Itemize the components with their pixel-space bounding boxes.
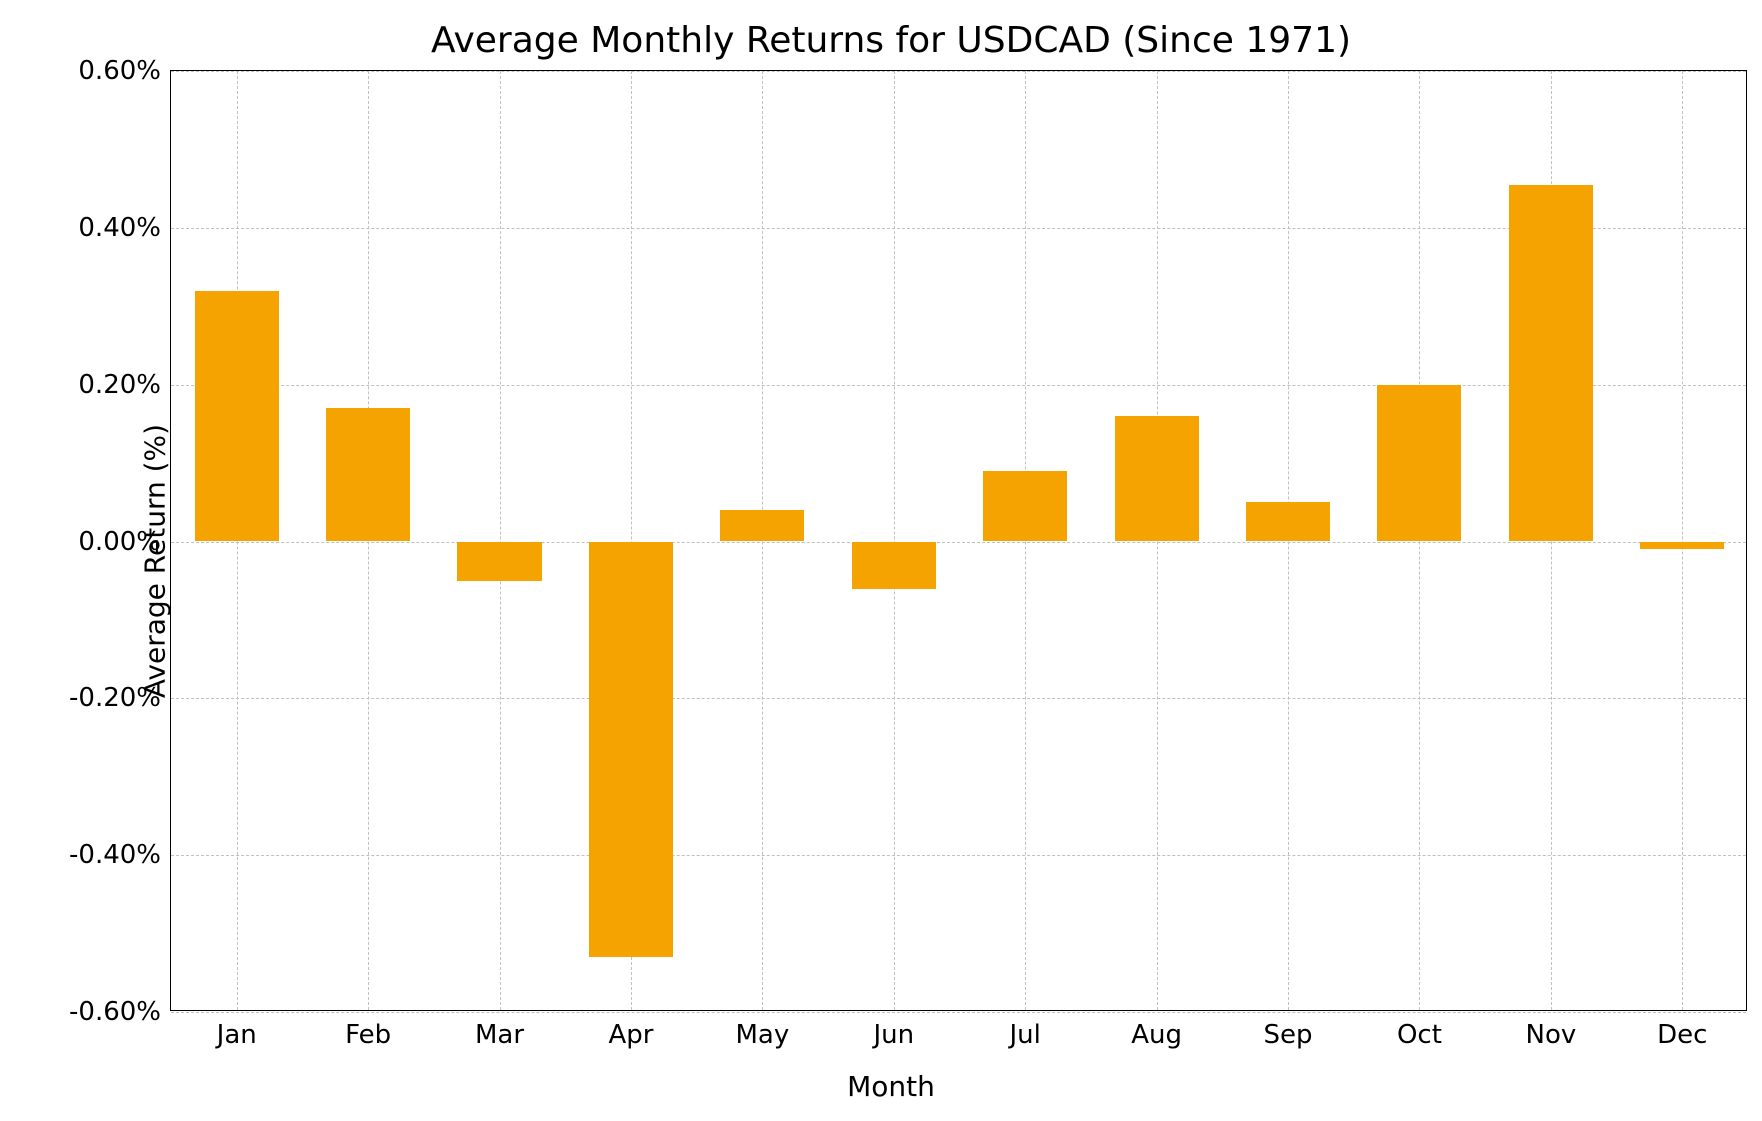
x-axis-label: Month	[10, 1070, 1762, 1103]
y-tick-label: -0.60%	[69, 997, 171, 1027]
bar	[852, 542, 936, 589]
bar	[1115, 416, 1199, 541]
grid-line-horizontal	[171, 855, 1746, 856]
bar	[983, 471, 1067, 542]
x-tick-label: Mar	[475, 1010, 524, 1050]
grid-line-vertical	[500, 71, 501, 1010]
x-tick-label: Aug	[1131, 1010, 1182, 1050]
y-tick-label: 0.20%	[78, 370, 171, 400]
bar	[195, 291, 279, 542]
bar	[1509, 185, 1593, 542]
y-tick-label: 0.40%	[78, 213, 171, 243]
grid-line-horizontal	[171, 542, 1746, 543]
y-axis-label: Average Return (%)	[139, 423, 172, 697]
bar	[589, 542, 673, 958]
x-tick-label: Oct	[1397, 1010, 1442, 1050]
bar	[1246, 502, 1330, 541]
grid-line-horizontal	[171, 71, 1746, 72]
x-tick-label: Jul	[1010, 1010, 1041, 1050]
chart-canvas: Average Monthly Returns for USDCAD (Sinc…	[10, 10, 1762, 1111]
y-tick-label: -0.40%	[69, 840, 171, 870]
bar	[1377, 385, 1461, 542]
bar	[326, 408, 410, 541]
grid-line-horizontal	[171, 698, 1746, 699]
grid-line-horizontal	[171, 1012, 1746, 1013]
x-tick-label: Sep	[1264, 1010, 1313, 1050]
x-tick-label: Jun	[873, 1010, 914, 1050]
x-tick-label: May	[735, 1010, 789, 1050]
y-tick-label: 0.00%	[78, 527, 171, 557]
chart-title: Average Monthly Returns for USDCAD (Sinc…	[10, 20, 1762, 61]
x-tick-label: Nov	[1526, 1010, 1577, 1050]
grid-line-vertical	[894, 71, 895, 1010]
bar	[720, 510, 804, 541]
y-tick-label: 0.60%	[78, 56, 171, 86]
bar	[457, 542, 541, 581]
x-tick-label: Jan	[217, 1010, 257, 1050]
grid-line-vertical	[1682, 71, 1683, 1010]
bar	[1640, 542, 1724, 550]
x-tick-label: Feb	[345, 1010, 391, 1050]
x-tick-label: Dec	[1657, 1010, 1707, 1050]
x-tick-label: Apr	[608, 1010, 653, 1050]
y-tick-label: -0.20%	[69, 683, 171, 713]
plot-area: -0.60%-0.40%-0.20%0.00%0.20%0.40%0.60%Ja…	[170, 70, 1747, 1011]
